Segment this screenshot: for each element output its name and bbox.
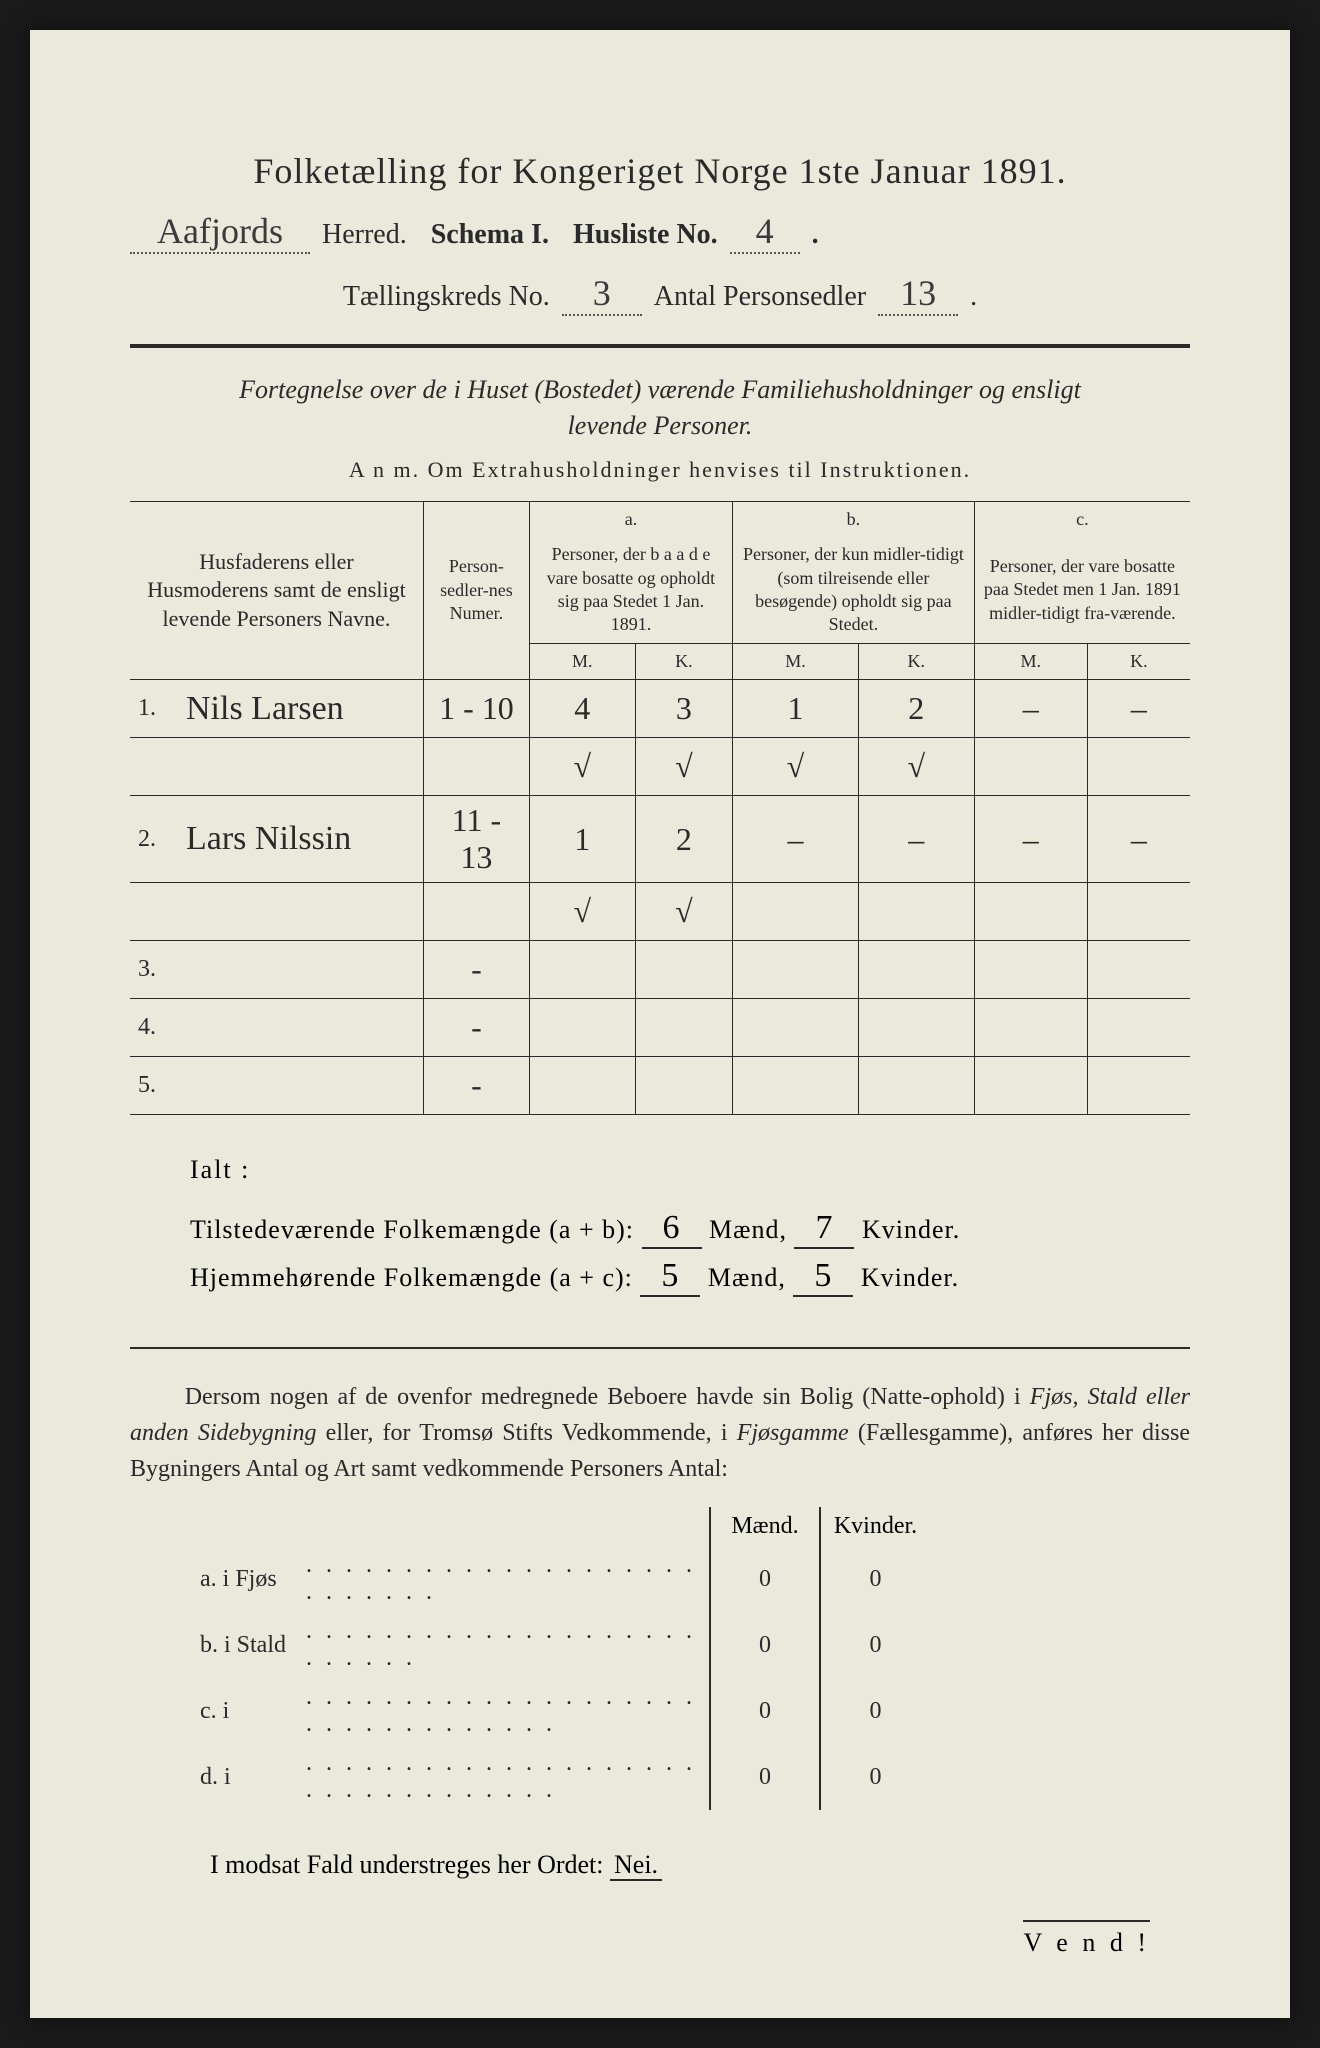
personsedler-label: Antal Personsedler: [654, 281, 866, 313]
husliste-label: Husliste No.: [573, 219, 718, 251]
col-numer: Person-sedler-nes Numer.: [423, 501, 529, 679]
household-table: Husfaderens eller Husmoderens samt de en…: [130, 501, 1190, 1115]
header-row-1: Aafjords Herred. Schema I. Husliste No. …: [130, 210, 1190, 254]
page-title: Folketælling for Kongeriget Norge 1ste J…: [130, 150, 1190, 192]
col-names: Husfaderens eller Husmoderens samt de en…: [130, 501, 423, 679]
kreds-value: 3: [562, 272, 642, 316]
vend-label: V e n d !: [1023, 1920, 1150, 1958]
table-row: 5.-: [130, 1057, 1190, 1115]
fortegnelse-text: Fortegnelse over de i Huset (Bostedet) v…: [130, 372, 1190, 445]
husliste-value: 4: [730, 210, 800, 254]
col-c-top: c.: [974, 501, 1190, 537]
col-b-top: b.: [733, 501, 975, 537]
table-row: 1.Nils Larsen1 - 104312––: [130, 680, 1190, 738]
col-a-k: K.: [635, 643, 732, 679]
col-a: Personer, der b a a d e vare bosatte og …: [529, 537, 732, 643]
kreds-label: Tællingskreds No.: [343, 281, 550, 313]
dwelling-row: d. i. . . . . . . . . . . . . . . . . . …: [190, 1744, 930, 1810]
dwelling-paragraph: Dersom nogen af de ovenfor medregnede Be…: [130, 1379, 1190, 1487]
anm-text: A n m. Om Extrahusholdninger henvises ti…: [130, 457, 1190, 483]
col-b: Personer, der kun midler-tidigt (som til…: [733, 537, 975, 643]
nei-line: I modsat Fald understreges her Ordet: Ne…: [210, 1850, 1190, 1880]
small-head-m: Mænd.: [710, 1507, 820, 1546]
dwelling-row: b. i Stald. . . . . . . . . . . . . . . …: [190, 1612, 930, 1678]
col-a-m: M.: [529, 643, 635, 679]
col-c-m: M.: [974, 643, 1087, 679]
table-check-row: √√: [130, 883, 1190, 941]
col-a-top: a.: [529, 501, 732, 537]
census-form-page: Folketælling for Kongeriget Norge 1ste J…: [30, 30, 1290, 2018]
col-c: Personer, der vare bosatte paa Stedet me…: [974, 537, 1190, 643]
sum-resident: Hjemmehørende Folkemængde (a + c): 5 Mæn…: [190, 1257, 1190, 1297]
personsedler-value: 13: [878, 272, 958, 316]
table-row: 4.-: [130, 999, 1190, 1057]
table-row: 2.Lars Nilssin11 - 1312––––: [130, 796, 1190, 883]
ialt-label: Ialt :: [190, 1155, 1190, 1185]
divider: [130, 344, 1190, 348]
dwelling-row: c. i. . . . . . . . . . . . . . . . . . …: [190, 1678, 930, 1744]
sum-present: Tilstedeværende Folkemængde (a + b): 6 M…: [190, 1209, 1190, 1249]
table-row: 3.-: [130, 941, 1190, 999]
table-check-row: √√√√: [130, 738, 1190, 796]
dwelling-row: a. i Fjøs. . . . . . . . . . . . . . . .…: [190, 1546, 930, 1612]
col-c-k: K.: [1087, 643, 1190, 679]
herred-label: Herred.: [322, 219, 407, 251]
schema-label: Schema I.: [431, 219, 549, 251]
header-row-2: Tællingskreds No. 3 Antal Personsedler 1…: [130, 272, 1190, 316]
small-head-k: Kvinder.: [820, 1507, 930, 1546]
divider: [130, 1347, 1190, 1349]
herred-value: Aafjords: [130, 210, 310, 254]
dwelling-table: Mænd. Kvinder. a. i Fjøs. . . . . . . . …: [190, 1507, 930, 1810]
col-b-m: M.: [733, 643, 859, 679]
col-b-k: K.: [858, 643, 974, 679]
